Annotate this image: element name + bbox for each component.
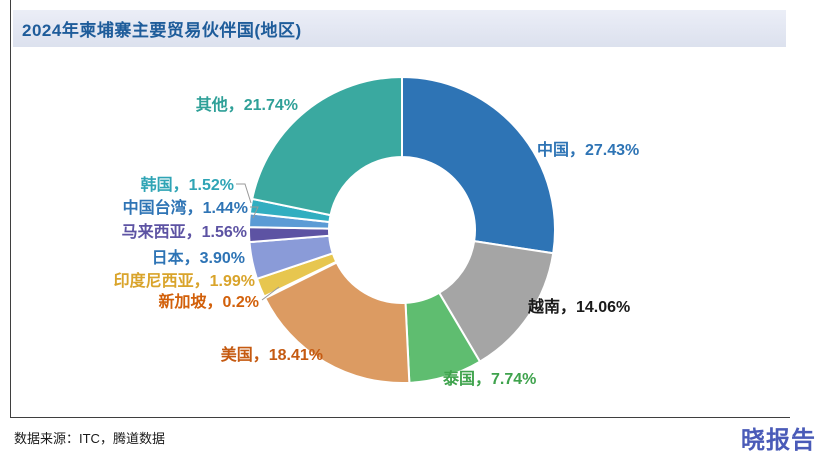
pie-label: 印度尼西亚，1.99% <box>114 271 255 290</box>
pie-label: 其他，21.74% <box>196 95 298 114</box>
pie-segment <box>401 76 556 255</box>
footer-divider-line <box>10 417 790 418</box>
label-leader-line <box>236 183 252 204</box>
pie-label: 韩国，1.52% <box>141 175 234 194</box>
pie-label: 日本，3.90% <box>152 248 245 267</box>
pie-label: 马来西亚，1.56% <box>122 222 247 241</box>
data-source-note: 数据来源：ITC，腾道数据 <box>14 431 165 446</box>
pie-segment <box>251 76 403 217</box>
pie-segment <box>264 261 411 384</box>
left-border-line <box>10 0 11 418</box>
label-leader-line <box>250 206 259 219</box>
pie-label: 中国台湾，1.44% <box>123 198 248 217</box>
label-leader-line <box>261 286 280 301</box>
chart-title-bar: 2024年柬埔寨主要贸易伙伴国(地区) <box>13 10 786 47</box>
pie-label: 新加坡，0.2% <box>159 292 259 311</box>
brand-logo-text: 晓报告 <box>741 427 816 451</box>
pie-label: 泰国，7.74% <box>442 369 536 388</box>
pie-label: 中国，27.43% <box>537 140 639 159</box>
chart-title: 2024年柬埔寨主要贸易伙伴国(地区) <box>22 21 302 40</box>
pie-label: 越南，14.06% <box>527 297 630 316</box>
pie-label: 美国，18.41% <box>221 345 323 364</box>
